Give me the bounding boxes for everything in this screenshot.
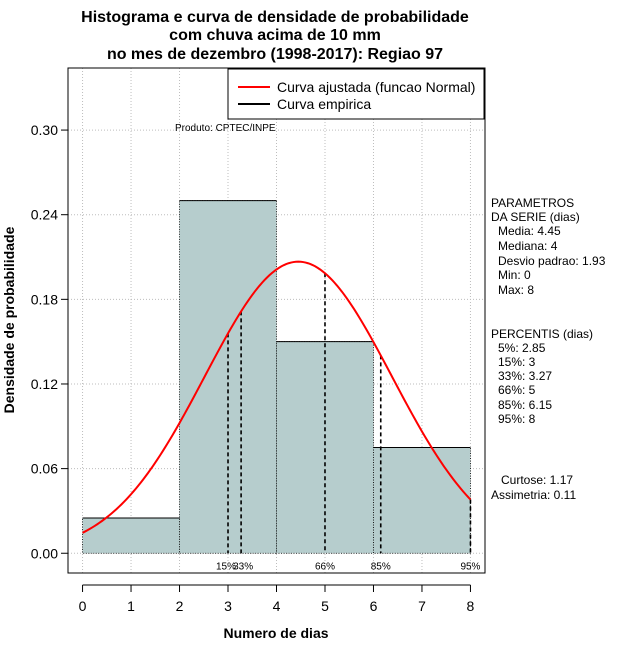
chart-title-line-1: Histograma e curva de densidade de proba…: [81, 9, 469, 26]
param-mean: Media: 4.45: [498, 224, 561, 238]
legend-empirical-label: Curva empirica: [277, 96, 371, 112]
x-tick-label-4: 4: [273, 598, 281, 614]
x-tick-label-7: 7: [418, 598, 426, 614]
y-axis-title: Densidade de probabilidade: [1, 226, 17, 413]
axes-layer: 0 1 2 3 4 5 6 7 8 0.00 0.06 0.12 0.18 0.24 0.30: [31, 122, 475, 614]
percentile-label-1: 33%: [233, 561, 253, 572]
y-tick-label-2: 0.12: [31, 376, 58, 392]
stat-kurtosis: Curtose: 1.17: [501, 473, 573, 487]
chart-title-line-3: no mes de dezembro (1998-2017): Regiao 9…: [107, 46, 443, 63]
x-tick-label-0: 0: [79, 598, 87, 614]
stat-skewness: Assimetria: 0.11: [491, 488, 576, 502]
percentiles-title: PERCENTIS (dias): [491, 327, 593, 341]
y-tick-label-0: 0.00: [31, 545, 58, 561]
params-title-line-1: PARAMETROS: [491, 196, 574, 210]
bars-layer: [82, 200, 471, 554]
percentile-33: 33%: 3.27: [498, 369, 552, 383]
y-tick-label-1: 0.06: [31, 461, 58, 477]
x-tick-label-5: 5: [321, 598, 329, 614]
percentile-15: 15%: 3: [498, 355, 536, 369]
histogram-bar-3: [373, 447, 471, 554]
curve-layer: [82, 260, 472, 534]
side-panel: PARAMETROS DA SERIE (dias) Media: 4.45 M…: [491, 196, 606, 502]
percentile-85: 85%: 6.15: [498, 398, 552, 412]
percentile-label-3: 85%: [371, 561, 391, 572]
param-median: Mediana: 4: [498, 239, 558, 253]
legend: Curva ajustada (funcao Normal) Curva emp…: [227, 68, 485, 120]
chart-title-line-2: com chuva acima de 10 mm: [169, 27, 381, 44]
legend-fitted-label: Curva ajustada (funcao Normal): [277, 79, 475, 95]
credit-text: Produto: CPTEC/INPE: [175, 123, 276, 134]
percentile-66: 66%: 5: [498, 383, 536, 397]
percentile-5: 5%: 2.85: [498, 341, 546, 355]
plot-frame: [67, 67, 486, 574]
param-min: Min: 0: [498, 268, 531, 282]
histogram-bar-2: [276, 341, 374, 554]
percentile-label-4: 95%: [460, 561, 480, 572]
percentile-label-0: 15%: [216, 561, 236, 572]
legend-box: [227, 68, 485, 120]
y-tick-label-4: 0.24: [31, 207, 58, 223]
x-tick-label-6: 6: [370, 598, 378, 614]
y-tick-label-3: 0.18: [31, 291, 58, 307]
percentile-label-2: 66%: [315, 561, 335, 572]
fitted-normal-curve: [82, 260, 472, 534]
x-tick-label-8: 8: [467, 598, 475, 614]
x-tick-label-3: 3: [224, 598, 232, 614]
param-sd: Desvio padrao: 1.93: [498, 254, 606, 268]
x-tick-label-2: 2: [176, 598, 184, 614]
x-tick-label-1: 1: [127, 598, 135, 614]
y-tick-label-5: 0.30: [31, 122, 58, 138]
percentile-95: 95%: 8: [498, 412, 536, 426]
percentile-layer: 15%33% 66% 85% 95%: [216, 273, 481, 572]
params-title-line-2: DA SERIE (dias): [491, 210, 580, 224]
param-max: Max: 8: [498, 283, 534, 297]
x-axis-title: Numero de dias: [223, 625, 328, 641]
